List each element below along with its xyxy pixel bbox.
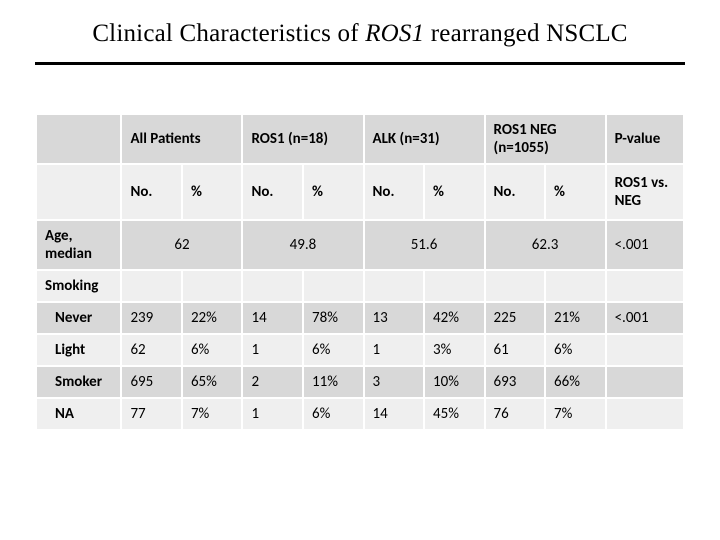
row-smoking-header: Smoking xyxy=(36,270,684,302)
cell: 2 xyxy=(242,366,303,398)
clinical-table: All Patients ROS1 (n=18) ALK (n=31) ROS1… xyxy=(35,113,685,431)
cell-label: NA xyxy=(36,398,121,430)
cell: 76 xyxy=(485,398,546,430)
subhdr-pct: % xyxy=(424,164,485,220)
cell: 78% xyxy=(303,302,364,334)
cell: 3% xyxy=(424,334,485,366)
cell: 45% xyxy=(424,398,485,430)
cell: 1 xyxy=(364,334,425,366)
cell: 21% xyxy=(545,302,606,334)
subhdr-pct: % xyxy=(545,164,606,220)
cell: 10% xyxy=(424,366,485,398)
header-row-groups: All Patients ROS1 (n=18) ALK (n=31) ROS1… xyxy=(36,114,684,164)
row-age: Age, median 62 49.8 51.6 62.3 <.001 xyxy=(36,220,684,270)
row-na: NA 77 7% 1 6% 14 45% 76 7% xyxy=(36,398,684,430)
hdr-ros1neg: ROS1 NEG (n=1055) xyxy=(485,114,606,164)
subhdr-pct: % xyxy=(182,164,243,220)
row-smoker: Smoker 695 65% 2 11% 3 10% 693 66% xyxy=(36,366,684,398)
cell-label: Age, median xyxy=(36,220,121,270)
cell-age-alk: 51.6 xyxy=(364,220,485,270)
subhdr-no: No. xyxy=(485,164,546,220)
row-never: Never 239 22% 14 78% 13 42% 225 21% <.00… xyxy=(36,302,684,334)
cell: 22% xyxy=(182,302,243,334)
cell-age-ros1neg: 62.3 xyxy=(485,220,606,270)
slide-title: Clinical Characteristics of ROS1 rearran… xyxy=(35,20,685,65)
cell: 65% xyxy=(182,366,243,398)
cell: 225 xyxy=(485,302,546,334)
cell-age-allpts: 62 xyxy=(121,220,242,270)
cell: 11% xyxy=(303,366,364,398)
cell: 6% xyxy=(303,398,364,430)
cell: <.001 xyxy=(606,302,684,334)
title-suffix: rearranged NSCLC xyxy=(424,20,627,47)
cell: 14 xyxy=(364,398,425,430)
cell: 693 xyxy=(485,366,546,398)
hdr-ros1: ROS1 (n=18) xyxy=(242,114,363,164)
cell: 66% xyxy=(545,366,606,398)
cell: 42% xyxy=(424,302,485,334)
row-light: Light 62 6% 1 6% 1 3% 61 6% xyxy=(36,334,684,366)
cell-age-ros1: 49.8 xyxy=(242,220,363,270)
cell: 61 xyxy=(485,334,546,366)
cell: 695 xyxy=(121,366,182,398)
subhdr-pct: % xyxy=(303,164,364,220)
header-row-sub: No. % No. % No. % No. % ROS1 vs. NEG xyxy=(36,164,684,220)
cell: 6% xyxy=(182,334,243,366)
title-prefix: Clinical Characteristics of xyxy=(92,20,365,47)
cell: 13 xyxy=(364,302,425,334)
subhdr-no: No. xyxy=(121,164,182,220)
subhdr-no: No. xyxy=(242,164,303,220)
subhdr-blank xyxy=(36,164,121,220)
cell: 3 xyxy=(364,366,425,398)
cell-label: Never xyxy=(36,302,121,334)
cell-age-p: <.001 xyxy=(606,220,684,270)
hdr-alk: ALK (n=31) xyxy=(364,114,485,164)
cell: 6% xyxy=(545,334,606,366)
cell: 77 xyxy=(121,398,182,430)
hdr-blank xyxy=(36,114,121,164)
cell xyxy=(606,366,684,398)
cell: 1 xyxy=(242,334,303,366)
cell: 62 xyxy=(121,334,182,366)
subhdr-no: No. xyxy=(364,164,425,220)
cell: 14 xyxy=(242,302,303,334)
cell: 239 xyxy=(121,302,182,334)
title-em: ROS1 xyxy=(365,20,424,47)
cell: 1 xyxy=(242,398,303,430)
cell xyxy=(606,334,684,366)
cell: 7% xyxy=(182,398,243,430)
cell: 7% xyxy=(545,398,606,430)
cell-label: Smoking xyxy=(36,270,121,302)
subhdr-pvs: ROS1 vs. NEG xyxy=(606,164,684,220)
hdr-allpts: All Patients xyxy=(121,114,242,164)
hdr-pvalue: P-value xyxy=(606,114,684,164)
cell: 6% xyxy=(303,334,364,366)
cell-label: Light xyxy=(36,334,121,366)
cell xyxy=(606,398,684,430)
cell-label: Smoker xyxy=(36,366,121,398)
